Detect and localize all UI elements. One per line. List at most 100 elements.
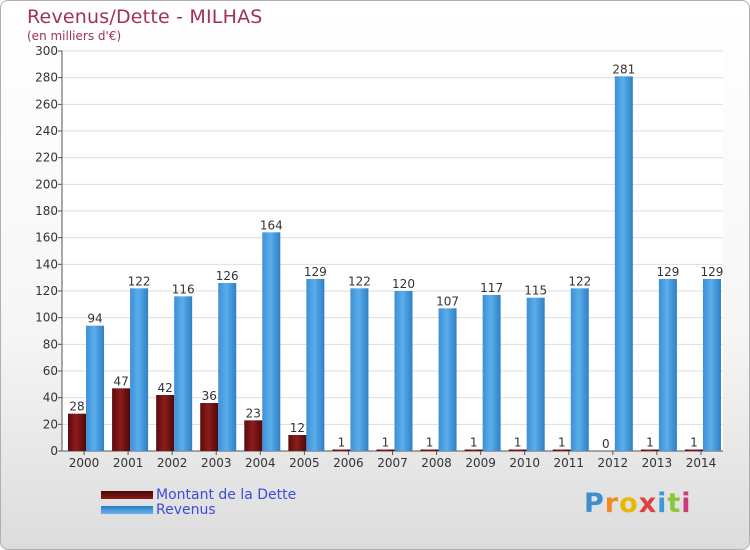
bar-revenus xyxy=(306,279,325,451)
x-tick-label: 2005 xyxy=(289,456,320,470)
data-label-revenus: 164 xyxy=(260,218,283,232)
bar-revenus xyxy=(174,296,193,451)
proxiti-logo: Proxiti xyxy=(584,488,692,519)
bar-dette xyxy=(552,449,571,451)
y-tick-label: 40 xyxy=(43,391,58,405)
y-tick-label: 60 xyxy=(43,364,58,378)
y-tick-label: 0 xyxy=(50,444,58,458)
legend-label-dette: Montant de la Dette xyxy=(156,486,297,503)
data-label-revenus: 120 xyxy=(392,277,415,291)
bar-dette xyxy=(464,449,483,451)
bar-revenus xyxy=(482,295,501,451)
bar-revenus xyxy=(702,279,721,451)
x-tick-label: 2011 xyxy=(553,456,584,470)
x-tick-label: 2014 xyxy=(686,456,717,470)
x-tick-label: 2013 xyxy=(642,456,673,470)
data-label-revenus: 122 xyxy=(568,274,591,288)
bar-revenus xyxy=(262,232,281,451)
legend-item-dette: Montant de la Dette xyxy=(101,486,297,503)
data-label-revenus: 117 xyxy=(480,281,503,295)
data-label-dette: 1 xyxy=(382,436,390,450)
legend-swatch-dette xyxy=(101,490,153,499)
legend-label-revenus: Revenus xyxy=(156,501,216,518)
data-label-revenus: 116 xyxy=(172,282,195,296)
data-label-revenus: 94 xyxy=(87,312,102,326)
bar-revenus xyxy=(614,76,633,451)
data-label-revenus: 129 xyxy=(656,265,679,279)
bar-revenus xyxy=(658,279,677,451)
bar-revenus xyxy=(86,325,105,451)
bar-dette xyxy=(508,449,527,451)
y-tick-label: 300 xyxy=(35,44,58,58)
data-label-dette: 28 xyxy=(69,400,84,414)
y-tick-label: 100 xyxy=(35,311,58,325)
x-tick-label: 2000 xyxy=(69,456,100,470)
y-tick-label: 220 xyxy=(35,151,58,165)
y-tick-label: 20 xyxy=(43,417,58,431)
x-tick-label: 2002 xyxy=(157,456,188,470)
y-tick-label: 80 xyxy=(43,337,58,351)
data-label-dette: 1 xyxy=(426,436,434,450)
x-tick-label: 2008 xyxy=(421,456,452,470)
data-label-revenus: 126 xyxy=(216,269,239,283)
plot-area xyxy=(62,51,723,451)
y-tick-label: 160 xyxy=(35,231,58,245)
data-label-dette: 1 xyxy=(338,436,346,450)
data-label-revenus: 122 xyxy=(128,274,151,288)
bar-dette xyxy=(68,413,87,451)
data-label-revenus: 129 xyxy=(701,265,724,279)
bar-dette xyxy=(376,449,395,451)
x-tick-label: 2001 xyxy=(113,456,144,470)
data-label-dette: 1 xyxy=(470,436,478,450)
data-label-dette: 1 xyxy=(646,436,654,450)
bar-dette xyxy=(684,449,703,451)
bar-revenus xyxy=(218,283,237,451)
bar-dette xyxy=(200,403,219,451)
data-label-revenus: 129 xyxy=(304,265,327,279)
x-tick-label: 2004 xyxy=(245,456,276,470)
data-label-revenus: 107 xyxy=(436,294,459,308)
y-tick-label: 140 xyxy=(35,257,58,271)
bar-dette xyxy=(420,449,439,451)
legend: Montant de la Dette Revenus xyxy=(101,486,297,518)
y-tick-label: 260 xyxy=(35,97,58,111)
data-label-dette: 42 xyxy=(158,381,173,395)
x-tick-label: 2003 xyxy=(201,456,232,470)
bar-revenus xyxy=(394,291,413,451)
bar-dette xyxy=(640,449,659,451)
data-label-dette: 36 xyxy=(202,389,217,403)
y-tick-label: 200 xyxy=(35,177,58,191)
data-label-dette: 0 xyxy=(602,437,610,451)
bar-revenus xyxy=(526,297,545,451)
y-tick-label: 280 xyxy=(35,71,58,85)
data-label-revenus: 281 xyxy=(612,62,635,76)
data-label-dette: 1 xyxy=(690,436,698,450)
bar-dette xyxy=(156,395,175,451)
bar-dette xyxy=(288,435,307,451)
x-tick-label: 2009 xyxy=(465,456,496,470)
bar-dette xyxy=(112,388,131,451)
legend-item-revenus: Revenus xyxy=(101,501,296,518)
data-label-revenus: 115 xyxy=(524,284,547,298)
legend-swatch-revenus xyxy=(101,505,153,514)
bar-revenus xyxy=(570,288,589,451)
bar-dette xyxy=(244,420,263,451)
data-label-dette: 1 xyxy=(514,436,522,450)
chart-title: Revenus/Dette - MILHAS xyxy=(27,6,263,28)
y-tick-label: 120 xyxy=(35,284,58,298)
x-tick-label: 2007 xyxy=(377,456,408,470)
data-label-dette: 47 xyxy=(113,374,128,388)
chart-subtitle: (en milliers d'€) xyxy=(27,29,122,43)
data-label-revenus: 122 xyxy=(348,274,371,288)
data-label-dette: 23 xyxy=(246,406,261,420)
data-label-dette: 12 xyxy=(290,421,305,435)
y-tick-label: 180 xyxy=(35,204,58,218)
data-label-dette: 1 xyxy=(558,436,566,450)
bar-revenus xyxy=(130,288,149,451)
bar-revenus xyxy=(350,288,369,451)
x-tick-label: 2012 xyxy=(598,456,629,470)
x-tick-label: 2006 xyxy=(333,456,364,470)
x-tick-label: 2010 xyxy=(509,456,540,470)
